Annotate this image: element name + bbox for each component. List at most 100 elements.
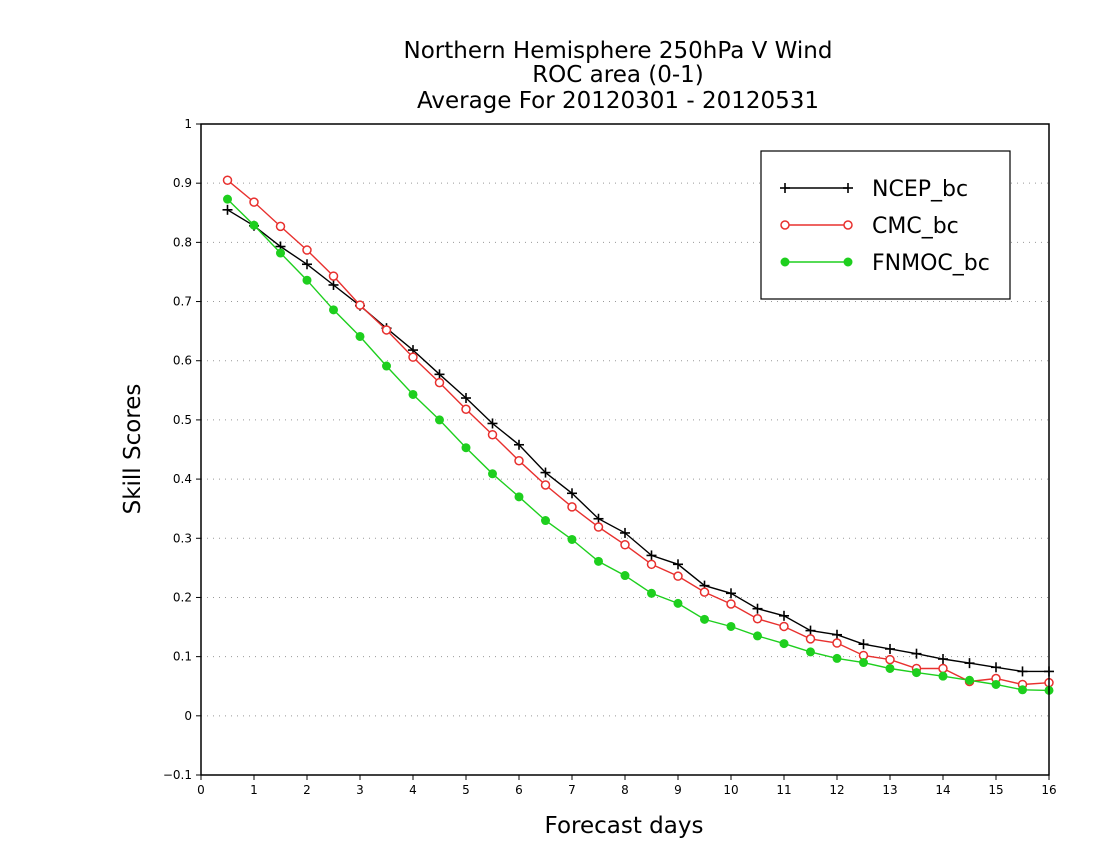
series-FNMOC_bc	[223, 194, 1054, 695]
data-point	[593, 522, 604, 532]
legend-label: FNMOC_bc	[872, 251, 990, 276]
data-point	[938, 671, 948, 681]
data-point	[673, 598, 683, 608]
y-tick-label: 0.2	[173, 590, 192, 604]
legend-label: NCEP_bc	[872, 177, 968, 202]
data-point	[434, 369, 445, 380]
legend-item: NCEP_bc	[780, 177, 968, 202]
data-point	[779, 639, 789, 649]
data-point	[540, 480, 551, 490]
data-point	[805, 634, 816, 644]
data-point	[752, 603, 763, 614]
y-tick-label: −0.1	[163, 768, 192, 782]
legend-marker	[843, 183, 853, 193]
data-point	[1017, 666, 1028, 677]
data-point	[382, 361, 391, 371]
data-point	[726, 599, 736, 609]
x-tick-label: 9	[674, 783, 682, 797]
data-point	[302, 275, 312, 285]
data-point	[355, 300, 365, 310]
data-point	[832, 638, 842, 648]
data-point	[381, 325, 392, 335]
data-point	[461, 404, 471, 415]
y-tick-label: 0.1	[173, 650, 192, 664]
data-point	[699, 587, 710, 597]
legend-marker	[780, 183, 790, 193]
x-tick-label: 12	[829, 783, 844, 797]
data-point	[275, 221, 286, 232]
data-point	[885, 654, 895, 665]
data-point	[620, 527, 630, 538]
x-tick-label: 4	[409, 783, 417, 797]
data-point	[991, 679, 1001, 689]
y-tick-label: 0.6	[173, 354, 192, 368]
data-point	[329, 305, 338, 315]
y-tick-label: 0.4	[173, 472, 192, 486]
x-tick-label: 16	[1041, 783, 1056, 797]
data-point	[673, 559, 683, 570]
data-point	[832, 629, 842, 640]
x-tick-label: 14	[935, 783, 950, 797]
data-point	[646, 559, 657, 570]
chart-title: Northern Hemisphere 250hPa V Wind ROC ar…	[404, 38, 833, 114]
x-tick-label: 0	[197, 783, 205, 797]
y-tick-label: 0	[184, 709, 192, 723]
data-point	[912, 668, 921, 678]
x-tick-label: 2	[303, 783, 311, 797]
data-point	[540, 467, 551, 478]
data-point	[487, 418, 498, 429]
data-point	[461, 443, 471, 453]
data-point	[567, 534, 577, 544]
data-point	[408, 389, 418, 399]
data-point	[435, 415, 444, 425]
data-point	[514, 439, 524, 450]
title-line-2: ROC area (0-1)	[532, 62, 704, 88]
data-point	[302, 259, 312, 270]
data-point	[700, 614, 709, 624]
data-point	[1018, 685, 1027, 695]
y-tick-label: 0.9	[173, 176, 192, 190]
data-point	[726, 621, 736, 631]
data-point	[487, 429, 498, 440]
data-point	[753, 631, 762, 641]
legend-item: FNMOC_bc	[780, 251, 990, 276]
data-point	[461, 393, 471, 404]
data-point	[805, 625, 816, 636]
data-point	[911, 648, 922, 659]
data-point	[567, 488, 577, 499]
data-point	[779, 610, 789, 621]
data-point	[620, 571, 630, 581]
data-point	[885, 643, 895, 654]
title-line-3: Average For 20120301 - 20120531	[417, 88, 819, 114]
x-tick-label: 5	[462, 783, 470, 797]
data-point	[408, 352, 418, 362]
data-point	[222, 204, 233, 215]
data-point	[646, 550, 657, 561]
x-tick-label: 1	[250, 783, 258, 797]
data-point	[567, 502, 577, 512]
data-point	[938, 654, 948, 665]
data-point	[328, 279, 339, 290]
data-point	[964, 658, 975, 669]
legend-label: CMC_bc	[872, 214, 959, 239]
y-tick-label: 0.3	[173, 531, 192, 545]
data-point	[541, 516, 550, 526]
data-point	[249, 220, 259, 230]
legend-item: CMC_bc	[780, 214, 959, 239]
data-point	[328, 271, 339, 281]
legend-marker	[780, 257, 790, 267]
x-tick-label: 11	[776, 783, 791, 797]
x-tick-label: 8	[621, 783, 629, 797]
data-point	[832, 653, 842, 663]
data-point	[647, 588, 656, 598]
plot-frame	[200, 123, 1050, 776]
data-point	[514, 492, 524, 502]
legend-marker	[780, 220, 790, 230]
legend: NCEP_bc CMC_bc FNMOC_bc	[760, 150, 1011, 300]
data-point	[434, 377, 445, 388]
data-point	[938, 663, 948, 674]
data-point	[752, 614, 763, 624]
title-line-1: Northern Hemisphere 250hPa V Wind	[404, 38, 833, 64]
data-point	[223, 194, 232, 204]
